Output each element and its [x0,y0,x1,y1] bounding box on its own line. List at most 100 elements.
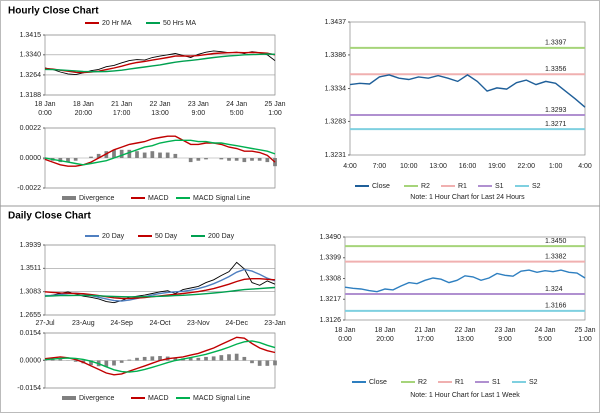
line-series [44,139,276,166]
x-tick-label: 19:00 [488,163,506,170]
x-tick-label: 21 Jan 17:00 [111,101,132,117]
x-tick-label: 22:00 [517,163,535,170]
y-tick-label: 1.3511 [20,265,41,272]
bar [250,158,254,161]
bar [104,360,109,367]
y-tick-label: 0.0022 [20,125,42,132]
x-tick-label: 24 Jan 5:00 [226,101,247,117]
legend-label: S1 [495,183,504,190]
x-tick-label: 24 Jan 5:00 [534,327,555,343]
y-tick-label: 0.0000 [20,357,42,364]
bar [127,149,132,158]
legend-label: S2 [529,379,538,386]
x-tick-label: 23 Jan 9:00 [188,101,209,117]
y-tick-label: 0.0154 [20,330,42,337]
x-tick-label: 13:00 [429,163,447,170]
bar [242,356,247,361]
bar [158,356,162,361]
line-series [44,135,276,167]
bar [273,360,277,366]
bar [265,158,270,163]
legend-label: R2 [418,379,427,386]
bar [150,356,155,361]
legend-label: Divergence [79,195,115,202]
bar [219,355,224,361]
x-tick-label: 1:00 [549,163,563,170]
legend-label: R2 [421,183,430,190]
bar [188,158,193,163]
bar [234,353,239,361]
bar [119,149,124,158]
legend-label: MACD Signal Line [193,195,250,202]
line-series [44,53,276,73]
level-label: 1.3293 [545,107,567,114]
y-tick-label: 1.3437 [325,19,347,26]
bar [50,359,55,361]
bar [158,152,162,158]
x-tick-label: 10:00 [400,163,418,170]
x-tick-label: 23-Nov [187,320,210,327]
level-label: 1.3356 [545,66,567,73]
bar [96,153,101,158]
x-tick-label: 18 Jan 0:00 [334,327,355,343]
x-tick-label: 24-Oct [149,320,170,327]
x-tick-label: 24-Sep [110,320,133,327]
level-label: 1.3397 [545,40,567,47]
x-tick-label: 4:00 [578,163,592,170]
bar [173,357,178,361]
legend-label: Close [372,183,390,190]
bar [219,158,224,160]
bar [150,151,155,158]
legend-label: S1 [492,379,501,386]
x-tick-label: 22 Jan 13:00 [454,327,475,343]
line-series [44,336,276,376]
y-tick-label: 1.3188 [20,92,42,99]
legend-label: 200 Day [208,233,235,240]
bar [112,360,116,366]
bar [242,158,247,163]
chart-note: Note: 1 Hour Chart for Last 1 Week [410,392,520,399]
x-tick-label: 25 Jan 1:00 [264,101,285,117]
y-tick-label: 1.3083 [20,289,42,296]
x-tick-label: 7:00 [373,163,387,170]
bar [127,359,132,361]
x-tick-label: 23 Jan 9:00 [494,327,515,343]
bar [135,151,139,158]
legend-label: 50 Hrs MA [163,20,196,27]
y-tick-label: 1.3283 [325,118,347,125]
y-tick-label: -0.0022 [17,185,41,192]
line-series [44,261,276,304]
bar [250,360,254,364]
x-tick-label: 16:00 [459,163,477,170]
legend-label: 20 Hr MA [102,20,132,27]
chart-note: Note: 1 Hour Chart for Last 24 Hours [410,194,525,201]
y-tick-label: 0.0000 [20,155,42,162]
bar [89,156,93,158]
y-tick-label: 1.3386 [325,52,347,59]
line-series [344,269,586,293]
bar [188,358,193,361]
bar [265,360,270,366]
x-tick-label: 18 Jan 20:00 [374,327,395,343]
bar [73,360,78,362]
y-tick-label: 1.3340 [20,52,42,59]
y-tick-label: 1.3490 [320,234,342,241]
x-tick-label: 23-Jan [264,320,286,327]
bar [142,152,147,158]
bar [211,356,216,361]
legend-label: R1 [458,183,467,190]
level-label: 1.3166 [545,303,567,310]
y-tick-label: 1.3264 [20,72,42,79]
bar [227,158,231,161]
y-tick-label: 1.3308 [320,275,342,282]
level-label: 1.3271 [545,121,567,128]
level-label: 1.3450 [545,238,567,245]
x-tick-label: 4:00 [343,163,357,170]
bar [196,357,201,361]
y-tick-label: 1.3217 [320,296,342,303]
x-tick-label: 23-Aug [72,320,95,327]
section-title: Daily Close Chart [8,211,91,222]
y-tick-label: 1.3399 [320,255,342,262]
